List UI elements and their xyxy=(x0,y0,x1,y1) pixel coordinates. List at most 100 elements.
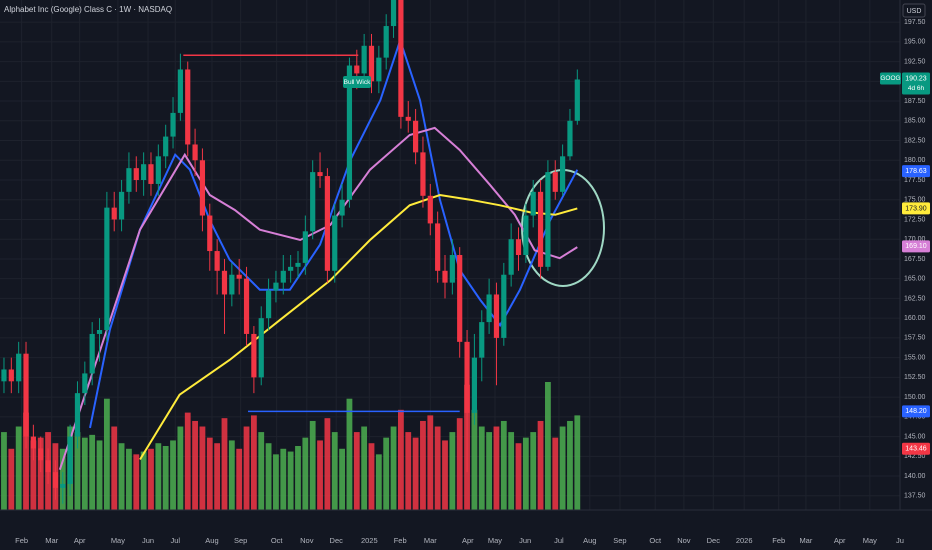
time-scale: Feb Mar Apr May Jun Jul Aug Sep Oct Nov Dec 2025 Feb… xyxy=(15,536,904,545)
x-tick-label: Mar xyxy=(799,536,812,545)
candle-body xyxy=(390,0,397,27)
volume-bar xyxy=(390,426,397,510)
volume-bar xyxy=(353,432,360,510)
currency-box[interactable] xyxy=(902,3,926,18)
candle-body xyxy=(457,255,463,342)
volume-bar xyxy=(30,440,37,510)
candle-body xyxy=(449,255,455,283)
volume-bar xyxy=(118,443,125,510)
volume-bar xyxy=(89,434,96,510)
candle-body xyxy=(111,207,117,220)
candle-body xyxy=(302,231,308,263)
candle-body xyxy=(60,483,66,488)
candle-body xyxy=(486,294,492,323)
y-tick-label: 185.00 xyxy=(904,118,926,125)
volume-bar xyxy=(280,448,287,510)
volume-bar xyxy=(361,426,368,510)
y-tick-label: 182.50 xyxy=(904,137,926,144)
price-label: 143.46 xyxy=(905,446,927,453)
y-tick-label: 140.00 xyxy=(904,473,926,480)
candle-body xyxy=(361,45,367,74)
candle-body xyxy=(82,373,88,394)
volume-bar xyxy=(508,432,515,510)
candle-body xyxy=(530,191,536,216)
candle-body xyxy=(23,353,29,437)
price-label: 169.10 xyxy=(905,243,927,250)
candle-body xyxy=(560,156,566,192)
volume-bar xyxy=(206,437,213,510)
volume-bar xyxy=(331,432,338,510)
candle-body xyxy=(493,294,500,338)
volume-bar xyxy=(184,412,191,510)
candle-body xyxy=(74,393,81,437)
volume-bar xyxy=(103,398,110,510)
candle-body xyxy=(214,251,220,271)
y-tick-label: 160.00 xyxy=(904,315,926,322)
y-tick-label: 197.50 xyxy=(904,19,926,26)
volume-bar xyxy=(368,443,375,510)
x-tick-label: Sep xyxy=(613,536,626,545)
volume-bar xyxy=(177,426,184,510)
candle-body xyxy=(67,436,73,484)
volume-pane xyxy=(1,382,581,510)
volume-bar xyxy=(346,398,353,510)
candle-body xyxy=(207,215,213,252)
symbol: GOOG xyxy=(880,75,900,82)
price-label-box xyxy=(902,405,930,418)
x-tick-label: Feb xyxy=(772,536,785,545)
x-tick-label: Jun xyxy=(519,536,531,545)
volume-bar xyxy=(236,448,243,510)
volume-bar xyxy=(243,426,250,510)
x-tick-label: Dec xyxy=(330,536,344,545)
y-tick-label: 145.00 xyxy=(904,433,926,440)
volume-bar xyxy=(405,432,412,510)
volume-bar xyxy=(471,409,478,510)
y-tick-label: 150.00 xyxy=(904,394,926,401)
y-tick-label: 157.50 xyxy=(904,335,926,342)
price-label: 178.63 xyxy=(905,168,927,175)
countdown: 4d 6h xyxy=(908,85,925,92)
volume-bar xyxy=(478,426,485,510)
candle-body xyxy=(133,168,139,180)
candle-body xyxy=(38,448,44,461)
y-tick-label: 175.00 xyxy=(904,197,926,204)
volume-bar xyxy=(339,448,345,510)
x-tick-label: Apr xyxy=(462,536,474,545)
volume-bar xyxy=(486,432,493,510)
candle-body xyxy=(317,172,323,177)
candle-body xyxy=(464,341,470,413)
candle-body xyxy=(442,270,448,283)
x-tick-label: Aug xyxy=(583,536,596,545)
candle-body xyxy=(368,45,375,82)
volume-bar xyxy=(530,432,537,510)
volume-bar xyxy=(537,420,544,510)
candle-body xyxy=(155,156,161,184)
candle-body xyxy=(324,176,330,271)
volume-bar xyxy=(1,432,7,510)
candle-body xyxy=(177,69,183,113)
volume-bar xyxy=(449,432,456,510)
x-tick-label: Oct xyxy=(271,536,284,545)
last-price: 190.23 xyxy=(905,75,927,82)
volume-bar xyxy=(302,437,309,510)
candle-body xyxy=(192,144,198,161)
volume-bar xyxy=(81,437,88,510)
y-tick-label: 162.50 xyxy=(904,295,926,302)
x-tick-label: Sep xyxy=(234,536,247,545)
y-tick-label: 187.50 xyxy=(904,98,926,105)
currency: USD xyxy=(907,8,922,15)
volume-bar xyxy=(265,443,272,510)
volume-bar xyxy=(192,420,198,510)
x-tick-label: Nov xyxy=(677,536,691,545)
volume-bar xyxy=(552,437,559,510)
candle-body xyxy=(508,239,514,275)
x-tick-label: Jul xyxy=(554,536,564,545)
candle-body xyxy=(405,116,411,121)
y-tick-label: 192.50 xyxy=(904,58,926,65)
candle-body xyxy=(383,26,389,58)
price-pane: Bull Wick xyxy=(1,0,605,504)
candle-body xyxy=(251,333,257,378)
y-tick-label: 155.00 xyxy=(904,354,926,361)
candle-body xyxy=(545,172,551,267)
candle-body xyxy=(332,215,338,271)
